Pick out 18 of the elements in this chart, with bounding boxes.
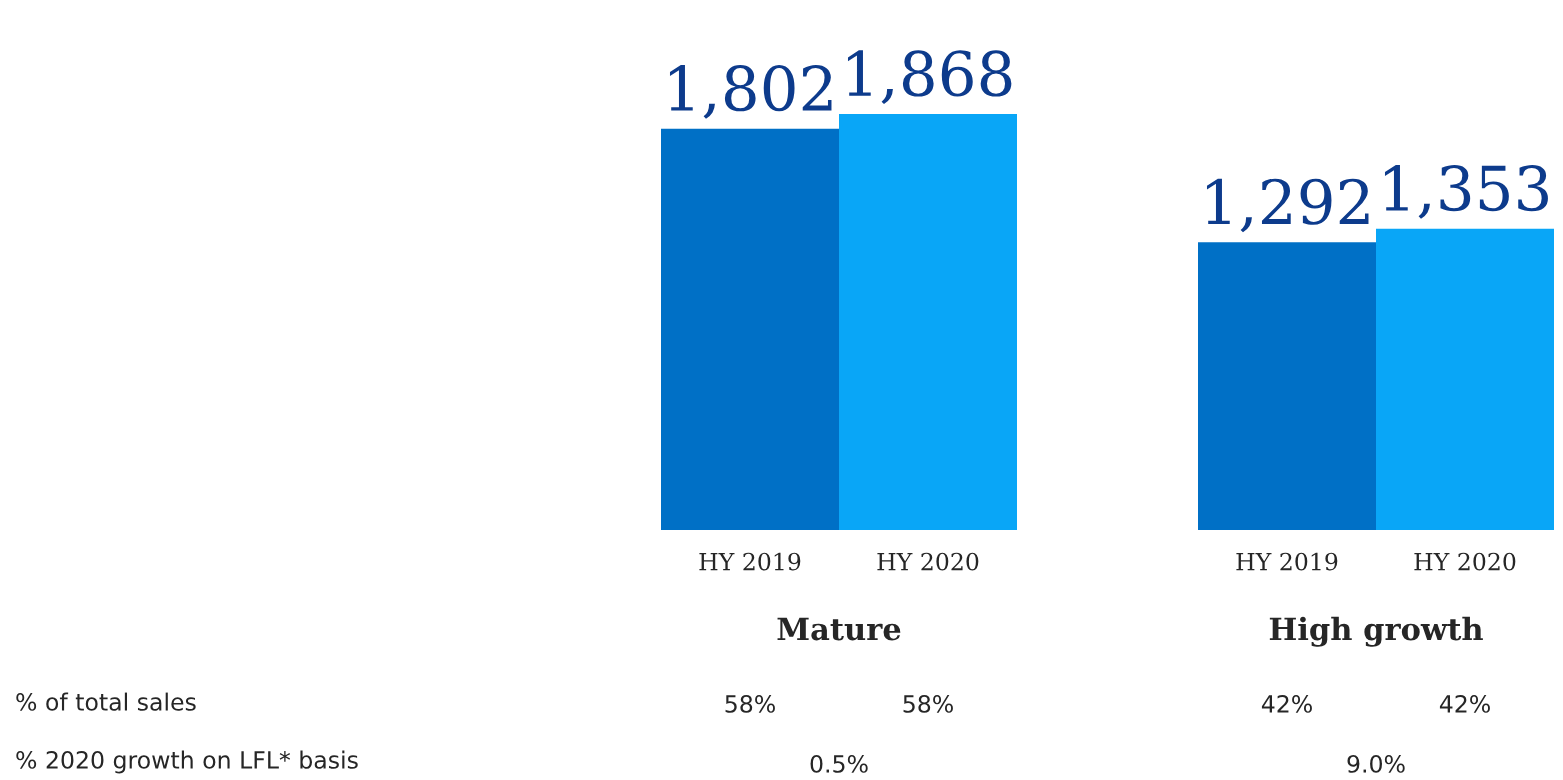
- text: 42%: [1261, 694, 1312, 713]
- x-tick-label: HY 2019: [1236, 552, 1338, 571]
- data-label: 1,353: [1384, 165, 1548, 219]
- text: % 2020 growth on LFL* basis: [16, 750, 358, 774]
- text: % of total sales: [16, 692, 196, 711]
- x-tick-label: HY 2019: [699, 552, 801, 571]
- text: 58%: [725, 694, 775, 713]
- x-tick-label: HY 2020: [1414, 552, 1516, 571]
- x-axis-title: Mature: [777, 617, 901, 641]
- data-label: 1,802: [669, 65, 832, 119]
- data-label: 1,868: [847, 50, 1012, 105]
- x-axis-title: High growth: [1269, 616, 1483, 647]
- data-label: 1,292: [1206, 178, 1369, 233]
- text: 9.0%: [1347, 754, 1405, 773]
- text: 58%: [903, 694, 953, 713]
- text: 42%: [1439, 694, 1490, 713]
- x-tick-label: HY 2020: [877, 552, 979, 571]
- text: 0.5%: [810, 754, 868, 773]
